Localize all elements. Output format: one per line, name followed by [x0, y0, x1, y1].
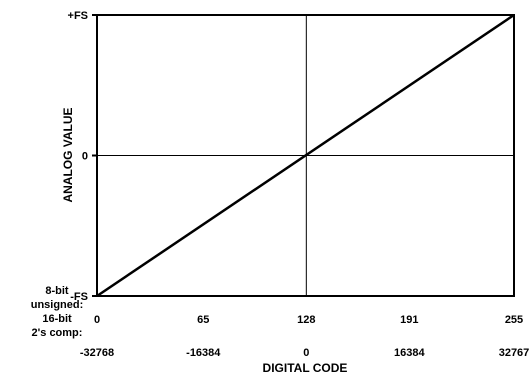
row-label-8bit-line2: unsigned:	[31, 299, 84, 311]
x-tick-label-8bit: 0	[94, 314, 100, 326]
y-axis-title: ANALOG VALUE	[61, 107, 75, 202]
x-tick-label-16bit: 16384	[394, 347, 425, 359]
x-tick-label-8bit: 65	[197, 314, 209, 326]
x-tick-label-16bit: 32767	[499, 347, 530, 359]
x-axis-title: DIGITAL CODE	[263, 361, 348, 375]
row-label-16bit-line2: 2's comp:	[32, 327, 83, 339]
transfer-function-line	[96, 13, 515, 298]
x-tick-label-8bit: 128	[297, 314, 315, 326]
series-layer	[96, 13, 515, 298]
y-tick-label: -FS	[70, 291, 88, 303]
y-tick-labels: +FS 0 -FS	[68, 10, 97, 303]
x-tick-label-16bit: 0	[303, 347, 309, 359]
x-tick-label-16bit: -16384	[186, 347, 221, 359]
x-tick-label-8bit: 255	[505, 314, 523, 326]
y-tick-label: +FS	[68, 10, 88, 22]
x-tick-labels: 0 65 128 191 255 -32768 -16384 0 16384 32767	[80, 314, 529, 359]
x-tick-label-8bit: 191	[400, 314, 418, 326]
row-label-16bit-line1: 16-bit	[42, 313, 72, 325]
x-tick-label-16bit: -32768	[80, 347, 114, 359]
row-label-8bit-line1: 8-bit	[45, 285, 69, 297]
y-tick-label: 0	[82, 151, 88, 163]
